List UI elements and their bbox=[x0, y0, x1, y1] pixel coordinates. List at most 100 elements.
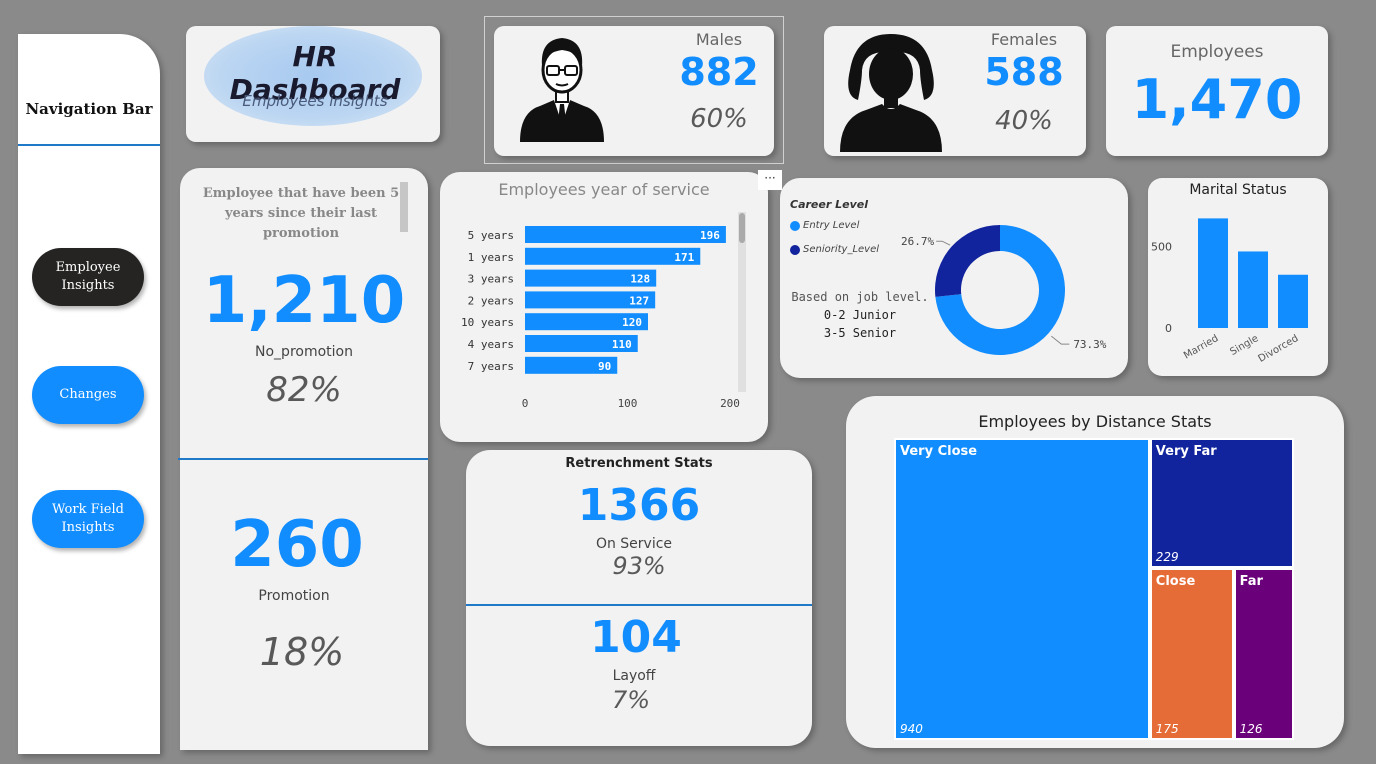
on-service-value: 1366 bbox=[577, 480, 701, 531]
females-card[interactable]: Females 588 40% bbox=[824, 26, 1086, 156]
category-tick-label: 10 years bbox=[461, 316, 514, 329]
donut-slice[interactable] bbox=[935, 225, 1065, 355]
years-of-service-title: Employees year of service bbox=[498, 180, 710, 199]
promotion-scrollbar[interactable] bbox=[400, 182, 408, 232]
no-promotion-percent: 82% bbox=[266, 370, 342, 410]
tile-value: 126 bbox=[1239, 721, 1263, 736]
distance-stats-title: Employees by Distance Stats bbox=[978, 412, 1212, 431]
dashboard-subtitle: Employees insights bbox=[242, 92, 388, 110]
treemap-tile-close[interactable]: Close 175 bbox=[1149, 568, 1234, 740]
more-options-icon[interactable]: ··· bbox=[758, 170, 782, 190]
legend-label: Seniority_Level bbox=[803, 244, 880, 255]
category-tick-label: Married bbox=[1182, 333, 1220, 362]
treemap-tile-far[interactable]: Far 126 bbox=[1233, 568, 1294, 740]
male-avatar-icon bbox=[520, 38, 604, 142]
treemap-tile-very-far[interactable]: Very Far 229 bbox=[1149, 438, 1294, 569]
note-junior: 3-5 Senior bbox=[823, 326, 897, 340]
category-tick-label: Single bbox=[1228, 333, 1260, 358]
layoff-value: 104 bbox=[590, 612, 682, 663]
donut-slice[interactable] bbox=[935, 225, 1000, 297]
no-promotion-label: No_promotion bbox=[255, 344, 353, 360]
x-tick-label: 200 bbox=[720, 397, 740, 410]
tile-label: Far bbox=[1239, 574, 1263, 590]
data-label: 171 bbox=[674, 251, 694, 264]
retrenchment-card: Retrenchment Stats 1366 On Service 93% 1… bbox=[466, 450, 812, 746]
nav-work-field-insights-button[interactable]: Work Field Insights bbox=[32, 490, 144, 548]
tile-label: Very Close bbox=[900, 444, 978, 459]
males-card[interactable]: Males 882 60% bbox=[494, 26, 774, 156]
category-tick-label: 1 years bbox=[468, 251, 514, 264]
bar[interactable] bbox=[1238, 251, 1268, 328]
data-label: 90 bbox=[598, 360, 611, 373]
males-value: 882 bbox=[679, 50, 759, 94]
treemap-tile-very-close[interactable]: Very Close 940 bbox=[894, 438, 1150, 740]
bar[interactable] bbox=[525, 247, 701, 265]
slice-label: 73.3% bbox=[1073, 338, 1106, 351]
selection-frame bbox=[484, 16, 784, 164]
employees-label: Employees bbox=[1170, 42, 1264, 62]
data-label: 127 bbox=[629, 294, 649, 307]
y-tick-label: 500 bbox=[1151, 241, 1172, 254]
leader-line bbox=[936, 240, 951, 246]
navigation-bar: Navigation Bar Employee Insights Changes… bbox=[18, 34, 160, 754]
dashboard-title: HR Dashboard bbox=[229, 40, 401, 106]
category-tick-label: 4 years bbox=[468, 338, 514, 351]
promotion-card: Employee that have been 5 years since th… bbox=[178, 168, 428, 750]
retrenchment-divider bbox=[466, 604, 812, 606]
marital-status-card: Marital Status 0 500 Married Single Divorced bbox=[1148, 178, 1328, 376]
bar[interactable] bbox=[525, 291, 656, 309]
promotion-label: Promotion bbox=[258, 588, 330, 604]
note-senior: 0-2 Junior bbox=[823, 308, 897, 322]
leader-line bbox=[1051, 335, 1070, 345]
category-tick-label: Divorced bbox=[1257, 333, 1301, 365]
nav-employee-insights-button[interactable]: Employee Insights bbox=[32, 248, 144, 306]
legend-dot-icon bbox=[790, 220, 800, 231]
years-of-service-scrollbar-track[interactable] bbox=[738, 212, 746, 392]
category-tick-label: 2 years bbox=[468, 294, 514, 307]
bar[interactable] bbox=[525, 335, 638, 352]
legend-entry-level[interactable]: Entry Level bbox=[790, 220, 859, 231]
bar[interactable] bbox=[1278, 274, 1308, 328]
marital-status-title: Marital Status bbox=[1189, 182, 1287, 198]
promotion-divider bbox=[178, 458, 428, 460]
legend-dot-icon bbox=[790, 244, 800, 255]
nav-title: Navigation Bar bbox=[25, 100, 153, 118]
dashboard-title-card: HR Dashboard Employees insights bbox=[186, 26, 440, 142]
tile-value: 229 bbox=[1155, 550, 1179, 565]
bar[interactable] bbox=[525, 356, 618, 374]
legend-seniority-level[interactable]: Seniority_Level bbox=[790, 244, 879, 255]
y-tick-label: 0 bbox=[1165, 322, 1172, 335]
bar[interactable] bbox=[525, 313, 648, 331]
promotion-heading: Employee that have been 5 years since th… bbox=[202, 186, 400, 241]
bar[interactable] bbox=[525, 226, 726, 243]
category-tick-label: 5 years bbox=[468, 229, 514, 242]
years-of-service-scrollbar-thumb[interactable] bbox=[739, 213, 745, 243]
category-tick-label: 7 years bbox=[468, 360, 514, 373]
years-of-service-chart: 5 years 196 1 years 171 3 years 128 2 years 127… bbox=[461, 226, 740, 410]
career-level-legend-title: Career Level bbox=[790, 198, 868, 211]
on-service-label: On Service bbox=[595, 536, 673, 552]
females-percent: 40% bbox=[995, 106, 1053, 136]
tile-value: 175 bbox=[1155, 721, 1179, 736]
employees-value: 1,470 bbox=[1131, 68, 1303, 131]
nav-changes-button[interactable]: Changes bbox=[32, 366, 144, 424]
title-background-ellipse bbox=[204, 26, 422, 126]
on-service-percent: 93% bbox=[612, 552, 666, 580]
female-avatar-icon bbox=[840, 34, 942, 152]
note-title: Based on job level. bbox=[791, 290, 929, 304]
data-label: 196 bbox=[700, 229, 720, 242]
category-tick-label: 3 years bbox=[468, 273, 514, 286]
tile-label: Very Far bbox=[1155, 444, 1217, 459]
bar[interactable] bbox=[1198, 218, 1228, 328]
employees-card[interactable]: Employees 1,470 bbox=[1106, 26, 1328, 156]
nav-divider bbox=[18, 144, 160, 146]
bar[interactable] bbox=[525, 269, 657, 287]
career-level-donut-chart: 73.3% 26.7% bbox=[901, 225, 1107, 355]
x-tick-label: 100 bbox=[618, 397, 638, 410]
retrenchment-title: Retrenchment Stats bbox=[565, 456, 713, 471]
tile-label: Close bbox=[1155, 574, 1196, 590]
promotion-value: 260 bbox=[230, 508, 364, 582]
layoff-label: Layoff bbox=[612, 668, 656, 684]
females-label: Females bbox=[990, 30, 1058, 49]
